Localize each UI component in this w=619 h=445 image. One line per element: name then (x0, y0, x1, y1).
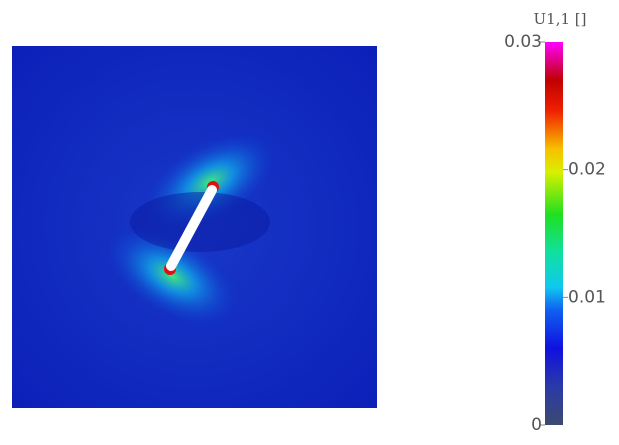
stress-glow (104, 224, 240, 328)
crack (166, 185, 217, 271)
tick-label: 0.01 (568, 287, 606, 307)
tick-label: 0.02 (568, 160, 606, 180)
field-plot (12, 46, 377, 408)
colorbar-title: U1,1 [] (534, 10, 587, 28)
tick-label: 0 (531, 415, 542, 435)
colorbar (545, 42, 563, 425)
tick-label: 0.03 (504, 32, 542, 52)
